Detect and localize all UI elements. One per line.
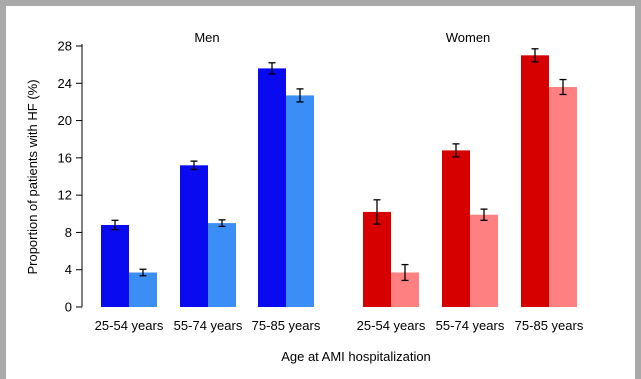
bar: [442, 150, 470, 307]
y-tick-label: 12: [58, 188, 72, 203]
bar: [363, 211, 391, 307]
bar: [258, 68, 286, 307]
y-tick-label: 20: [58, 113, 72, 128]
bar: [180, 165, 208, 307]
x-tick-label: 55-74 years: [436, 318, 505, 333]
y-tick-label: 8: [65, 225, 72, 240]
bar: [101, 224, 129, 307]
bar: [521, 55, 549, 308]
x-tick-label: 75-85 years: [252, 318, 321, 333]
y-tick-label: 28: [58, 39, 72, 54]
x-tick-label: 25-54 years: [95, 318, 164, 333]
bar: [549, 87, 577, 307]
y-tick-label: 16: [58, 150, 72, 165]
bar: [129, 272, 157, 307]
bar: [208, 223, 236, 307]
y-axis-label: Proportion of patients with HF (%): [25, 79, 40, 274]
bar: [286, 95, 314, 308]
bar: [470, 214, 498, 307]
y-tick-label: 4: [65, 262, 72, 277]
x-axis-label: Age at AMI hospitalization: [281, 349, 431, 364]
y-tick-label: 24: [58, 76, 72, 91]
x-tick-label: 55-74 years: [174, 318, 243, 333]
x-tick-label: 25-54 years: [357, 318, 426, 333]
panel-title: Women: [446, 30, 491, 45]
x-tick-label: 75-85 years: [515, 318, 584, 333]
y-tick-label: 0: [65, 300, 72, 315]
panel-title: Men: [194, 30, 219, 45]
